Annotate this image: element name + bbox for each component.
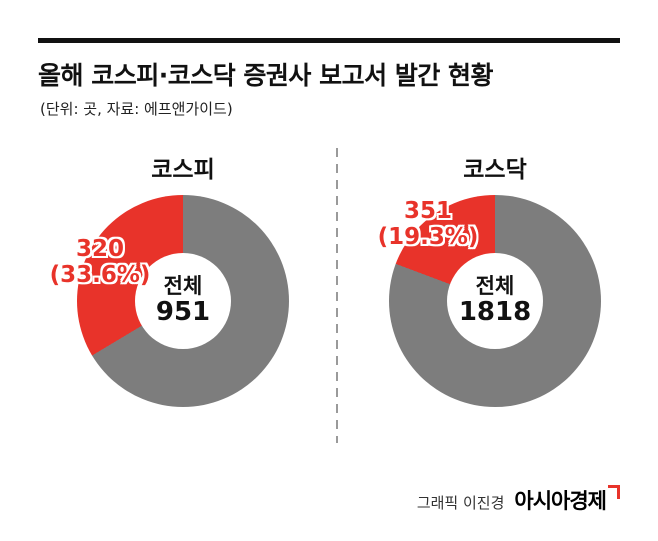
kosdaq-chart: 코스닥 전체 1818 351 (19.3%) (350, 150, 640, 430)
top-rule (38, 38, 620, 43)
kospi-slice-label: 320 (33.6%) (40, 236, 160, 288)
kospi-chart: 코스피 전체 951 320 (33.6%) (38, 150, 328, 430)
brand-mark-icon (608, 485, 620, 499)
footer: 그래픽 이진경 아시아경제 (417, 485, 620, 515)
brand-logo: 아시아경제 (514, 485, 620, 515)
kosdaq-donut-center: 전체 1818 (447, 253, 543, 349)
kosdaq-chart-title: 코스닥 (463, 157, 527, 183)
kospi-center-value: 951 (155, 297, 211, 328)
vertical-divider (336, 148, 338, 443)
brand-logo-text: 아시아경제 (514, 489, 607, 513)
kospi-donut: 전체 951 (77, 195, 289, 407)
chart-subtitle: (단위: 곳, 자료: 에프앤가이드) (40, 100, 233, 118)
graphic-credit: 그래픽 이진경 (416, 494, 505, 512)
kosdaq-donut: 전체 1818 (389, 195, 601, 407)
page-title: 올해 코스피·코스닥 증권사 보고서 발간 현황 (38, 61, 494, 90)
kosdaq-slice-pct: (19.3%) (377, 224, 479, 250)
kospi-center-label: 전체 (163, 273, 203, 298)
kosdaq-slice-label: 351 (19.3%) (368, 198, 488, 250)
kospi-slice-pct: (33.6%) (49, 262, 151, 288)
kospi-slice-value: 320 (75, 236, 124, 262)
kosdaq-center-value: 1818 (458, 297, 532, 328)
kosdaq-slice-value: 351 (403, 198, 452, 224)
kospi-donut-center: 전체 951 (135, 253, 231, 349)
kosdaq-center-label: 전체 (475, 273, 515, 298)
kospi-chart-title: 코스피 (151, 157, 215, 183)
